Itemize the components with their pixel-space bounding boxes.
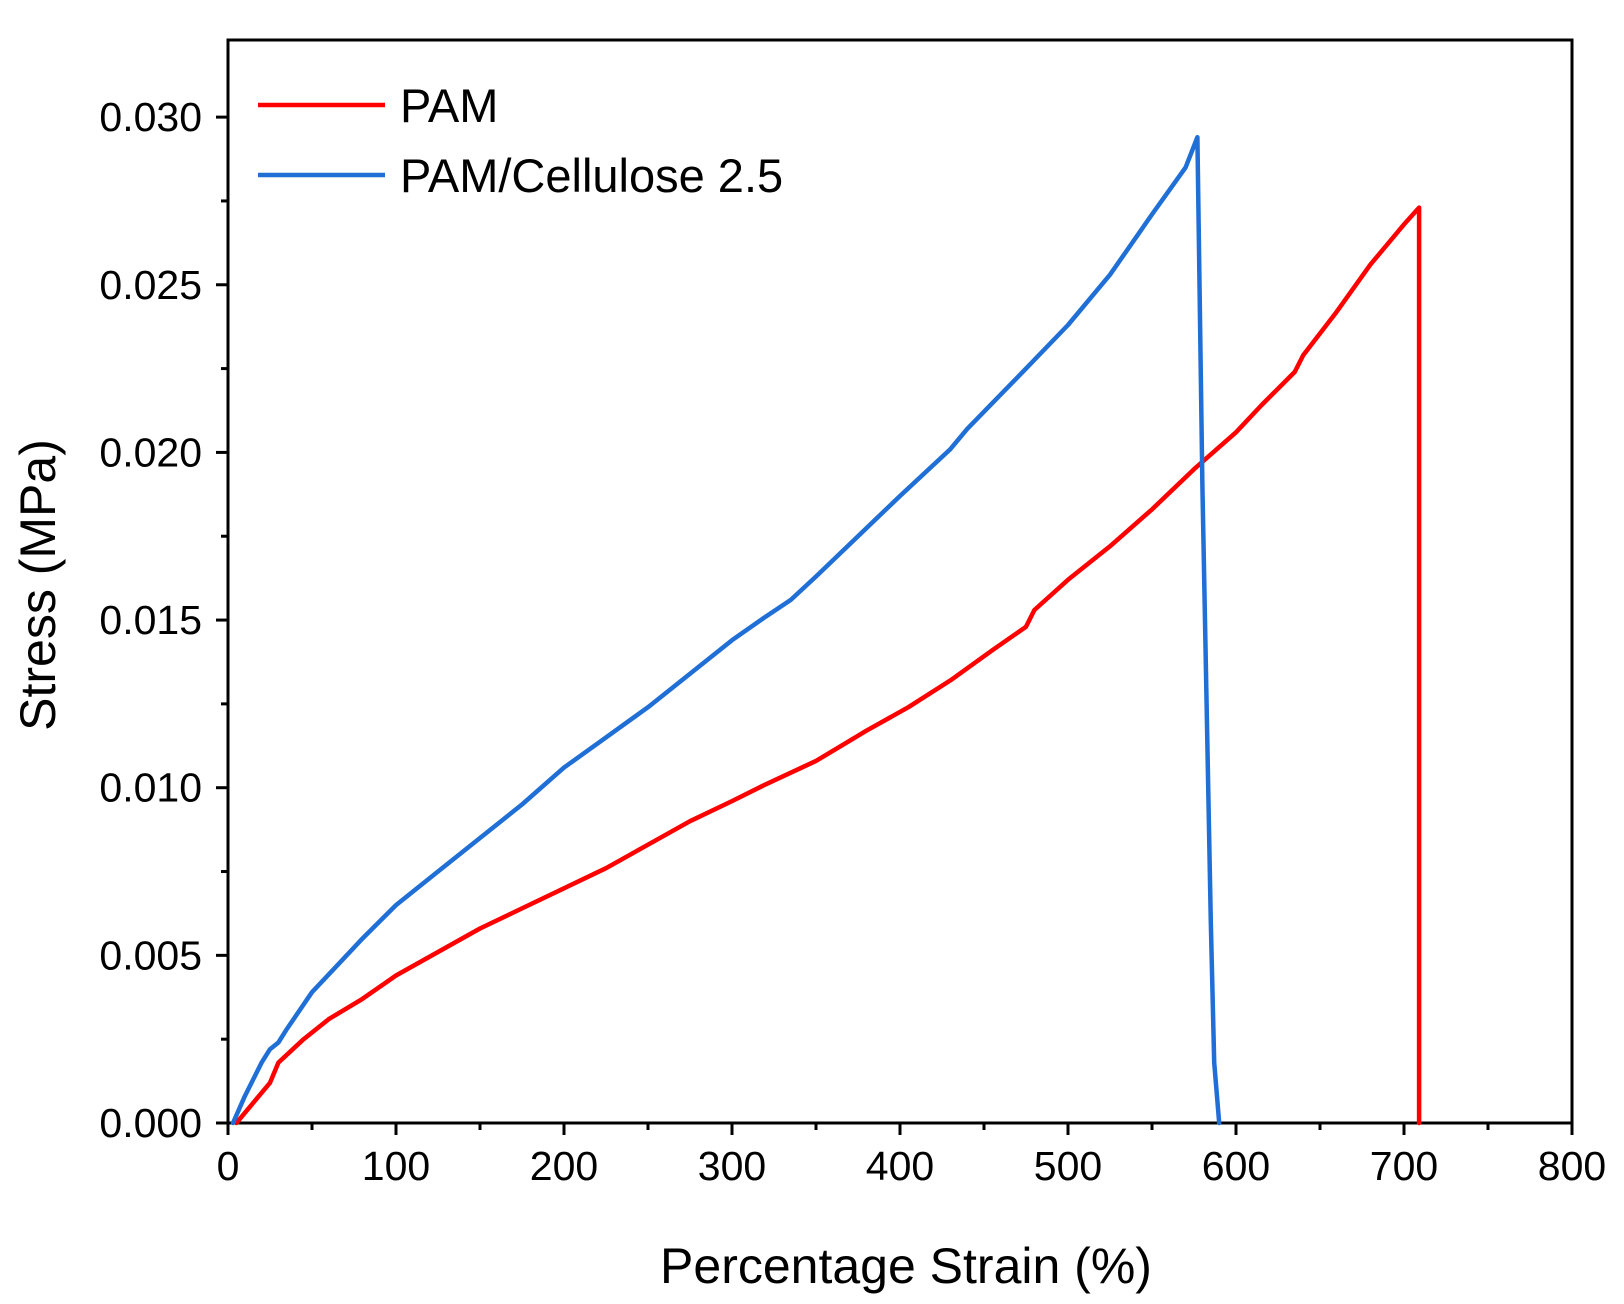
x-tick-label: 0 (217, 1143, 240, 1189)
y-tick-label: 0.005 (99, 932, 202, 978)
x-tick-label: 300 (698, 1143, 766, 1189)
y-tick-label: 0.030 (99, 94, 202, 140)
y-tick-label: 0.025 (99, 262, 202, 308)
legend: PAM PAM/Cellulose 2.5 (258, 79, 783, 202)
x-tick-label: 700 (1370, 1143, 1438, 1189)
x-tick-label: 800 (1538, 1143, 1606, 1189)
y-tick-label: 0.000 (99, 1100, 202, 1146)
x-tick-label: 600 (1202, 1143, 1270, 1189)
y-axis: 0.000 0.005 0.010 0.015 0.020 0.025 0.030 (99, 94, 228, 1146)
y-tick-label: 0.015 (99, 597, 202, 643)
plot-frame (226, 38, 1574, 1125)
x-tick-label: 100 (362, 1143, 430, 1189)
x-axis-title: Percentage Strain (%) (660, 1238, 1152, 1294)
legend-label: PAM (400, 79, 498, 132)
series-line-pam-cellulose (230, 134, 1222, 1126)
x-tick-label: 500 (1034, 1143, 1102, 1189)
y-tick-label: 0.020 (99, 429, 202, 475)
plot-border (226, 38, 1574, 1125)
x-tick-label: 200 (530, 1143, 598, 1189)
legend-label: PAM/Cellulose 2.5 (400, 149, 783, 202)
series-line-pam (234, 205, 1422, 1126)
y-axis-title: Stress (MPa) (10, 439, 66, 731)
x-tick-label: 400 (866, 1143, 934, 1189)
series-layer (230, 134, 1422, 1126)
x-axis: 0 100 200 300 400 500 600 700 800 (217, 1123, 1606, 1189)
y-tick-label: 0.010 (99, 765, 202, 811)
